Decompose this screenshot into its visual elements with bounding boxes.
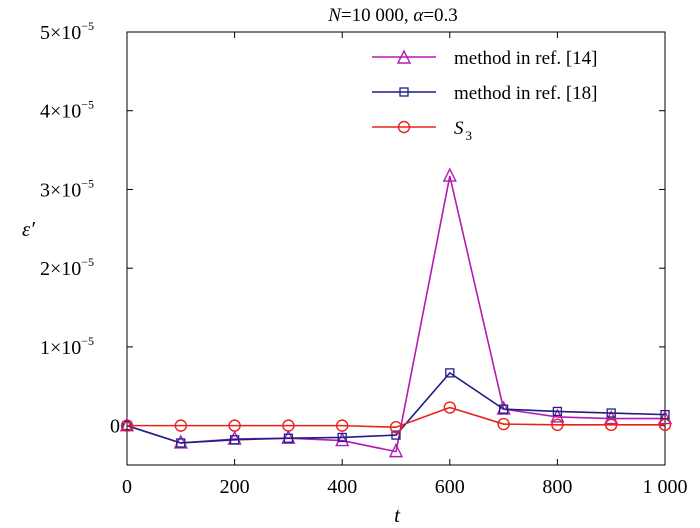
data-point-square bbox=[552, 406, 563, 417]
legend-label-ref18: method in ref. [18] bbox=[454, 83, 598, 104]
data-point-circle bbox=[389, 421, 403, 434]
data-point-circle bbox=[551, 418, 564, 432]
title-n-symbol: N bbox=[327, 5, 342, 26]
data-point-circle bbox=[605, 418, 618, 432]
data-point-square bbox=[337, 432, 347, 443]
y-tick-label: 0 bbox=[110, 416, 120, 438]
y-tick-labels: 0 1×10−5 2×10−5 3×10−5 4×10−5 5×10−5 bbox=[40, 19, 120, 438]
x-tick-label: 1 000 bbox=[643, 476, 688, 498]
data-point-circle bbox=[443, 401, 456, 414]
legend: method in ref. [14] method in ref. [18] … bbox=[364, 40, 658, 156]
title-alpha-value: =0.3 bbox=[423, 5, 457, 26]
data-point-circle bbox=[120, 419, 134, 432]
data-point-circle bbox=[336, 419, 349, 432]
data-point-triangle bbox=[657, 409, 673, 425]
series-line bbox=[127, 406, 665, 429]
legend-label-s3-sub: 3 bbox=[466, 128, 473, 143]
data-point-circle bbox=[282, 419, 295, 432]
series-layer bbox=[119, 167, 673, 458]
y-tick-label: 5×10−5 bbox=[40, 19, 94, 44]
legend-entry-ref14: method in ref. [14] bbox=[372, 48, 598, 69]
data-point-circle bbox=[497, 417, 510, 431]
x-tick-labels: 0 200 400 600 800 1 000 bbox=[122, 476, 688, 498]
data-point-triangle bbox=[496, 400, 511, 415]
y-tick-label: 1×10−5 bbox=[40, 334, 94, 359]
data-point-triangle bbox=[335, 432, 350, 447]
data-point-circle bbox=[658, 418, 672, 432]
x-tick-label: 400 bbox=[327, 476, 357, 498]
title-n-value: =10 000, bbox=[341, 5, 413, 26]
legend-box bbox=[364, 40, 658, 156]
data-point-circle bbox=[228, 419, 241, 432]
x-tick-label: 800 bbox=[542, 476, 572, 498]
data-point-square bbox=[445, 368, 455, 378]
title-alpha-symbol: α bbox=[413, 5, 424, 26]
data-point-triangle bbox=[281, 429, 296, 444]
data-point-circle bbox=[174, 419, 188, 432]
y-tick-label: 2×10−5 bbox=[40, 255, 94, 280]
data-point-triangle bbox=[442, 167, 457, 182]
data-point-square bbox=[229, 435, 240, 445]
data-point-square bbox=[391, 430, 401, 440]
y-tick-label: 4×10−5 bbox=[40, 98, 94, 123]
plot-frame bbox=[126, 31, 666, 466]
legend-label-ref14: method in ref. [14] bbox=[454, 48, 598, 69]
y-tick-label: 3×10−5 bbox=[40, 176, 94, 201]
data-point-square bbox=[498, 404, 509, 414]
series-circle bbox=[120, 401, 672, 434]
data-point-square bbox=[283, 433, 294, 443]
chart-title: N=10 000, α=0.3 bbox=[327, 5, 458, 26]
legend-entry-ref18: method in ref. [18] bbox=[372, 83, 598, 104]
x-tick-label: 200 bbox=[220, 476, 250, 498]
x-tick-label: 0 bbox=[122, 476, 132, 498]
x-axis-label: t bbox=[394, 503, 401, 527]
series-line bbox=[126, 175, 665, 453]
axis-ticks bbox=[126, 31, 666, 465]
circle-marker-icon bbox=[397, 120, 411, 134]
data-point-triangle bbox=[388, 443, 404, 458]
legend-label-s3-base: S bbox=[454, 118, 464, 139]
triangle-marker-icon bbox=[396, 49, 412, 64]
series-square bbox=[122, 368, 670, 448]
square-marker-icon bbox=[399, 87, 409, 97]
data-point-square bbox=[606, 408, 616, 418]
series-line bbox=[126, 371, 666, 444]
series-triangle bbox=[119, 167, 673, 458]
data-point-square bbox=[660, 409, 670, 420]
data-point-square bbox=[176, 438, 186, 448]
y-axis-label: ε′ bbox=[22, 217, 35, 241]
x-tick-label: 600 bbox=[435, 476, 465, 498]
